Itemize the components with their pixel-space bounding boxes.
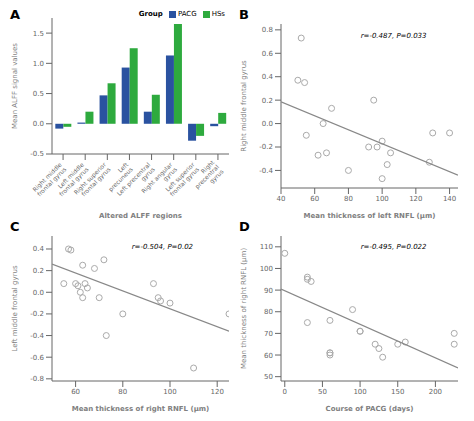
svg-text:-0.4: -0.4 xyxy=(30,332,44,340)
svg-text:Course of PACG (days): Course of PACG (days) xyxy=(326,405,414,413)
svg-text:0.0: 0.0 xyxy=(33,289,44,297)
svg-text:-0.8: -0.8 xyxy=(30,375,44,383)
svg-text:0.2: 0.2 xyxy=(33,267,44,275)
svg-text:0.4: 0.4 xyxy=(33,245,45,253)
svg-text:Mean thickness of right RNFL (: Mean thickness of right RNFL (μm) xyxy=(240,248,248,369)
svg-text:80: 80 xyxy=(264,308,273,316)
svg-text:60: 60 xyxy=(264,352,273,360)
svg-text:Mean thickness of left RNFL (μ: Mean thickness of left RNFL (μm) xyxy=(304,212,436,220)
svg-text:-0.4: -0.4 xyxy=(259,167,273,175)
svg-text:0.8: 0.8 xyxy=(262,26,273,34)
svg-text:Right superiorfrontal gyrus: Right superiorfrontal gyrus xyxy=(72,161,113,202)
svg-text:1.5: 1.5 xyxy=(33,30,44,38)
svg-text:60: 60 xyxy=(310,195,319,203)
svg-text:100: 100 xyxy=(353,388,366,396)
svg-text:-0.2: -0.2 xyxy=(259,143,273,151)
svg-text:0.2: 0.2 xyxy=(262,97,273,105)
svg-text:-0.6: -0.6 xyxy=(30,354,44,362)
svg-text:1.0: 1.0 xyxy=(33,60,44,68)
svg-text:150: 150 xyxy=(391,388,404,396)
svg-text:-0.2: -0.2 xyxy=(30,310,44,318)
svg-text:100: 100 xyxy=(375,195,388,203)
svg-text:Mean ALFF signal values: Mean ALFF signal values xyxy=(11,43,19,129)
svg-text:0.5: 0.5 xyxy=(33,90,44,98)
svg-text:0.0: 0.0 xyxy=(33,120,44,128)
svg-text:90: 90 xyxy=(264,287,273,295)
svg-text:200: 200 xyxy=(429,388,442,396)
svg-text:100: 100 xyxy=(260,265,273,273)
svg-text:Left superiorfrontal gyrus: Left superiorfrontal gyrus xyxy=(164,161,202,199)
svg-text:50: 50 xyxy=(318,388,327,396)
svg-text:120: 120 xyxy=(409,195,422,203)
svg-text:Rightprecentralgyrus: Rightprecentralgyrus xyxy=(189,158,226,195)
svg-text:0.0: 0.0 xyxy=(262,120,273,128)
svg-text:50: 50 xyxy=(264,373,273,381)
svg-text:110: 110 xyxy=(260,243,273,251)
svg-text:0: 0 xyxy=(283,388,287,396)
svg-text:Right middle frontal gyrus: Right middle frontal gyrus xyxy=(240,60,248,152)
svg-text:140: 140 xyxy=(443,195,456,203)
svg-text:70: 70 xyxy=(264,330,273,338)
svg-text:Left middle frontal gyrus: Left middle frontal gyrus xyxy=(11,265,19,352)
svg-text:Altered ALFF regions: Altered ALFF regions xyxy=(99,212,182,220)
svg-text:100: 100 xyxy=(163,388,176,396)
svg-text:-0.5: -0.5 xyxy=(30,150,44,158)
svg-text:0.6: 0.6 xyxy=(262,50,274,58)
svg-text:0.4: 0.4 xyxy=(262,73,274,81)
svg-text:120: 120 xyxy=(211,388,224,396)
svg-text:Mean thickness of right RNFL (: Mean thickness of right RNFL (μm) xyxy=(72,405,210,413)
svg-text:60: 60 xyxy=(71,388,80,396)
svg-text:80: 80 xyxy=(344,195,353,203)
svg-text:80: 80 xyxy=(118,388,127,396)
svg-text:40: 40 xyxy=(277,195,286,203)
